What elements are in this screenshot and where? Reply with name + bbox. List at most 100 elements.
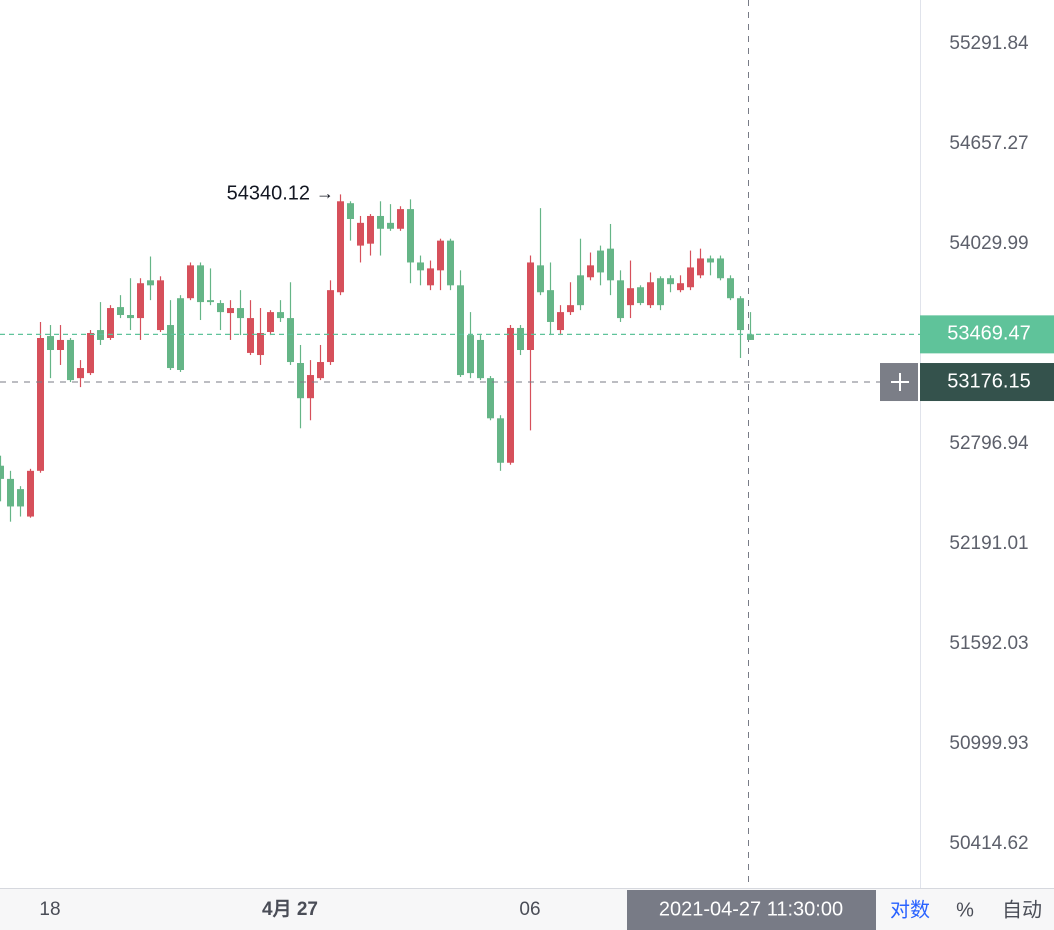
y-tick-label: 55291.84 — [949, 33, 1029, 54]
candle-body — [517, 327, 524, 351]
plus-icon — [891, 373, 909, 392]
candle-body — [727, 278, 734, 299]
candle-body — [387, 222, 394, 229]
candle-body — [597, 250, 604, 273]
crosshair-time-box — [627, 890, 876, 930]
candle-body — [477, 339, 484, 379]
candle-body — [7, 478, 14, 507]
candle-body — [397, 209, 404, 229]
candle-body — [447, 240, 454, 286]
x-tick-label: 4月 27 — [262, 899, 318, 920]
candle-body — [457, 285, 464, 376]
candle-body — [197, 265, 204, 303]
candle-body — [207, 300, 214, 303]
candle-body — [487, 378, 494, 419]
candle-body — [287, 318, 294, 363]
time-axis — [0, 888, 1054, 930]
candle-body — [407, 209, 414, 263]
candle-body — [37, 338, 44, 471]
y-tick-label: 54657.27 — [949, 133, 1028, 154]
candle-body — [537, 265, 544, 293]
candle-body — [27, 470, 34, 517]
candle-body — [227, 308, 234, 314]
x-tick-label: 18 — [39, 899, 60, 920]
candle-body — [107, 308, 114, 339]
candle-body — [657, 278, 664, 306]
candle-body — [637, 287, 644, 304]
candle-body — [377, 215, 384, 229]
candle-body — [687, 267, 694, 288]
candle-body — [617, 280, 624, 319]
y-tick-label: 50999.93 — [949, 733, 1028, 754]
x-tick-label: 06 — [519, 899, 540, 920]
candle-body — [677, 283, 684, 291]
candle-body — [647, 282, 654, 306]
candle-body — [667, 278, 674, 285]
y-tick-label: 52796.94 — [949, 433, 1029, 454]
y-tick-label: 51592.03 — [949, 633, 1028, 654]
candle-body — [417, 262, 424, 271]
y-tick-label: 52191.01 — [949, 533, 1028, 554]
candle-body — [157, 280, 164, 331]
candle-body — [307, 375, 314, 399]
candle-body — [217, 303, 224, 313]
candle-body — [357, 222, 364, 246]
candle-body — [327, 290, 334, 363]
candle-body — [557, 312, 564, 331]
candle-body — [77, 368, 84, 379]
candle-body — [627, 288, 634, 306]
candle-body — [87, 332, 94, 374]
candle-body — [187, 265, 194, 299]
y-tick-label: 50414.62 — [949, 833, 1028, 854]
candle-body — [317, 362, 324, 379]
candle-body — [427, 268, 434, 286]
candle-body — [567, 305, 574, 313]
high-marker: 54340.12 — [227, 183, 310, 205]
candle-body — [717, 258, 724, 279]
candle-body — [167, 325, 174, 369]
high-marker-arrow: → — [316, 183, 334, 203]
candle-body — [697, 258, 704, 276]
candle-body — [237, 308, 244, 319]
candle-body — [297, 363, 304, 399]
candle-body — [347, 203, 354, 220]
last-price-label: 53469.47 — [947, 323, 1030, 345]
candle-body — [547, 290, 554, 322]
candle-body — [57, 339, 64, 351]
candle-body — [137, 283, 144, 319]
crosshair-price-box — [920, 363, 1054, 402]
candle-body — [267, 312, 274, 333]
candle-body — [497, 418, 504, 463]
candle-body — [577, 275, 584, 306]
candle-body — [247, 318, 254, 353]
candle-body — [467, 335, 474, 374]
candle-body — [147, 280, 154, 286]
scale-button[interactable]: 自动 — [1002, 898, 1042, 921]
candle-body — [67, 339, 74, 381]
candle-body — [117, 307, 124, 316]
crosshair-price-label: 53176.15 — [947, 370, 1030, 392]
candle-body — [437, 240, 444, 271]
candle-body — [747, 334, 754, 340]
candle-body — [367, 215, 374, 244]
candle-body — [17, 489, 24, 507]
scale-button[interactable]: % — [956, 899, 974, 921]
candle-body — [47, 336, 54, 351]
price-axis — [920, 0, 1054, 888]
scale-button[interactable]: 对数 — [890, 898, 930, 921]
candle-body — [507, 327, 514, 463]
candle-body — [707, 258, 714, 263]
candle-body — [257, 332, 264, 356]
crosshair-time-label: 2021-04-27 11:30:00 — [659, 898, 843, 920]
candle-body — [737, 298, 744, 331]
candle-body — [0, 465, 4, 479]
candle-body — [607, 248, 614, 281]
candle-body — [127, 315, 134, 319]
y-tick-label: 54029.99 — [949, 233, 1028, 254]
candle-body — [587, 265, 594, 278]
last-price-box — [920, 315, 1054, 354]
candle-body — [277, 312, 284, 319]
candle-body — [97, 330, 104, 340]
